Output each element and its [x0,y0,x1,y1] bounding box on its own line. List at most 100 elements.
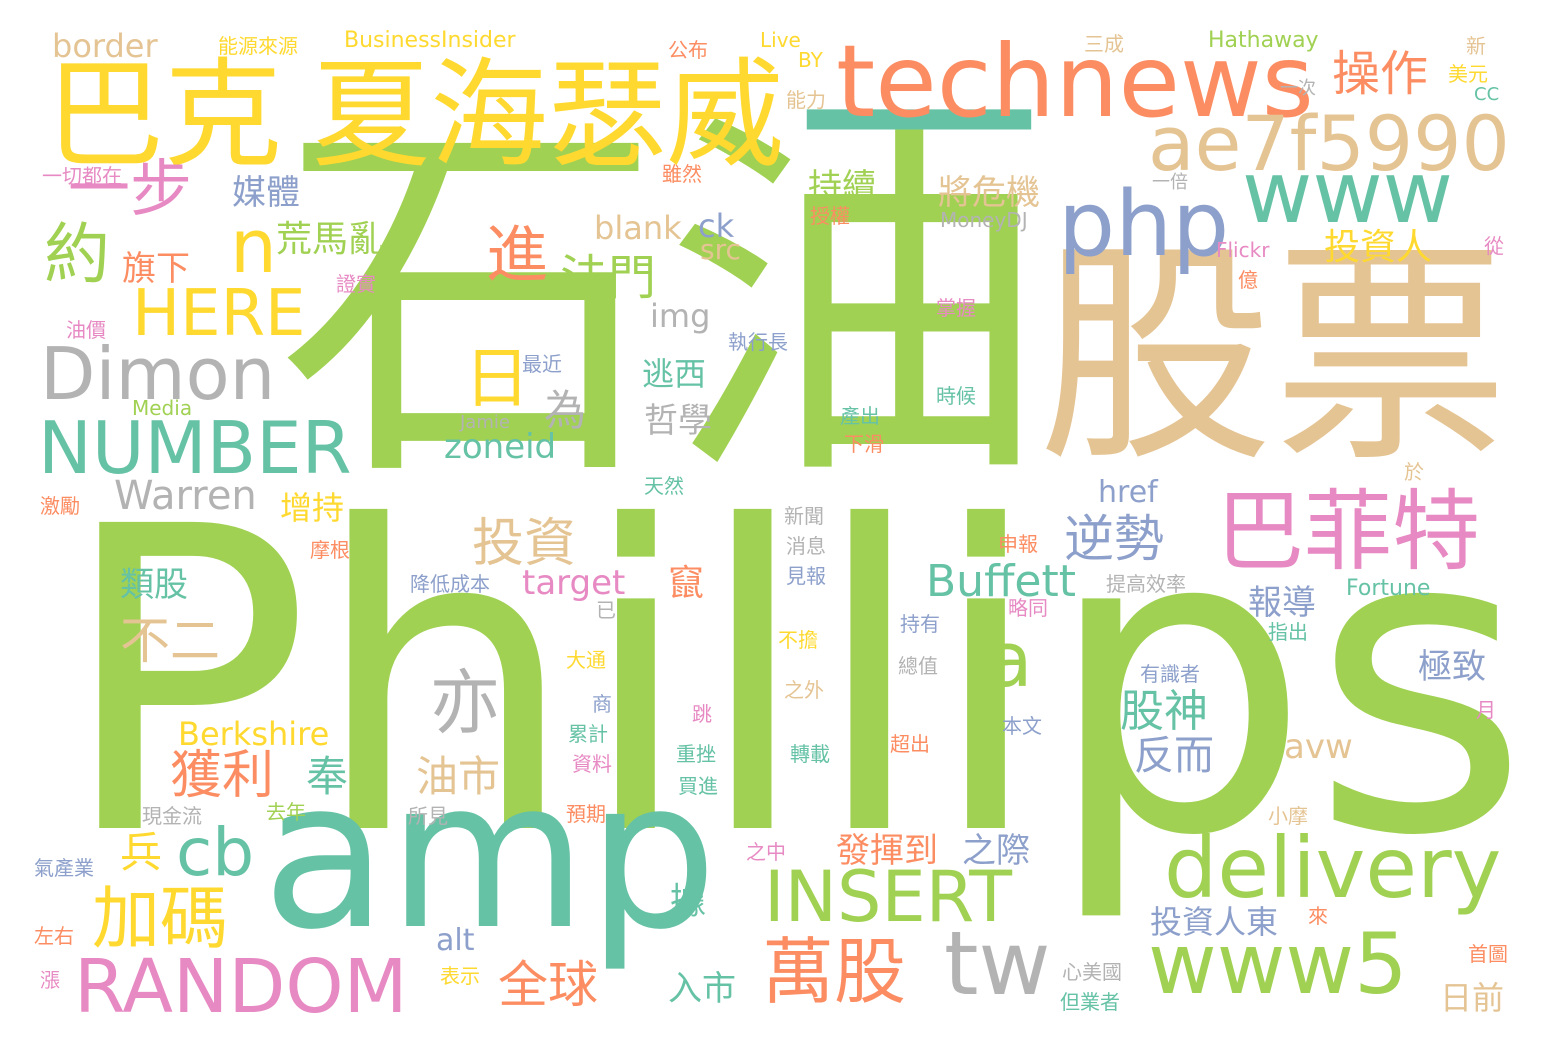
word-tianran: 天然 [644,474,684,498]
word-zengchi: 增持 [280,489,345,527]
word-bing: 兵 [120,828,163,877]
word-berkshire: Berkshire [178,715,330,753]
word-yi-also: 亦 [430,662,500,744]
word-yue: 約 [44,216,110,293]
word-jizhi: 極致 [1418,647,1486,687]
word-bake: 巴克 [46,46,283,184]
word-yiqieduzai: 一切都在 [42,164,122,188]
word-zhangwo: 掌握 [936,296,976,320]
word-shouquan: 授權 [810,204,850,228]
word-zuijin: 最近 [522,352,562,376]
word-nishi: 逆勢 [1064,510,1164,568]
word-suojian: 所見 [408,804,448,828]
word-yi-already: 已 [596,598,616,622]
word-xiaomo: 小摩 [1268,804,1308,828]
word-danyezhe: 但業者 [1060,990,1120,1014]
word-chaochu: 超出 [890,732,930,756]
word-yue-month: 月 [1476,698,1496,722]
word-zhang: 漲 [40,968,60,992]
word-meiti: 媒體 [232,173,300,213]
word-hathaway: Hathaway [1208,28,1319,53]
word-biaoshi: 表示 [440,964,480,988]
word-zhexue: 哲學 [644,401,712,441]
word-riqian: 日前 [1440,979,1505,1017]
word-yibei: 一倍 [1152,172,1188,193]
word-media: Media [132,396,193,420]
word-ae7f5990: ae7f5990 [1148,99,1510,188]
word-www5: www5 [1148,915,1408,1013]
word-fortune: Fortune [1346,576,1431,601]
word-baodao: 報導 [1248,583,1316,623]
word-gushen: 股神 [1120,686,1208,737]
word-jianbao: 見報 [786,564,826,588]
word-nengyuanlaiyuan: 能源來源 [218,34,298,58]
word-number: NUMBER [38,406,352,490]
word-zhixingzhang: 執行長 [728,330,788,354]
word-yuqi: 預期 [566,802,606,826]
word-fahuidao: 發揮到 [836,831,938,871]
word-insert: INSERT [764,856,1012,938]
word-zhichu: 指出 [1268,620,1308,644]
word-leigu: 類股 [120,565,188,605]
word-yu: 於 [1404,460,1424,484]
word-img: img [650,297,711,335]
word-border: border [52,27,158,65]
word-sancheng: 三成 [1084,32,1124,56]
word-warren: Warren [114,473,257,519]
word-yi: 一 [796,0,1041,273]
word-qichanye: 氣產業 [34,856,94,880]
word-ziliao: 資料 [572,752,612,776]
word-lai: 來 [1308,904,1328,928]
word-rushi: 入市 [668,969,736,1009]
word-chanchu: 產出 [840,404,880,428]
word-tigaoxiaolv: 提高效率 [1106,572,1186,596]
word-xin: 新 [1466,34,1486,58]
word-xianjinliu: 現金流 [142,804,202,828]
word-jiama: 加碼 [92,880,229,959]
word-tw: tw [944,912,1051,1015]
word-touzi: 投資 [472,514,577,574]
word-xiahua: 下滑 [844,432,884,456]
word-jili: 激勵 [40,494,80,518]
word-xiahaisewei: 夏海瑟威 [312,46,785,184]
word-yi-hundred-million: 億 [1238,268,1258,292]
word-jiangdichengben: 降低成本 [410,572,490,596]
word-shoutu: 首圖 [1468,942,1508,966]
word-caozuo: 操作 [1332,46,1429,102]
word-php: php [1058,172,1230,277]
word-nengli: 能力 [786,88,826,112]
word-touziren: 投資人 [1324,227,1433,268]
word-zongzhi: 總值 [898,654,938,678]
word-wei: 為 [544,386,587,435]
word-cuan: 竄 [668,563,705,604]
word-shang: 商 [592,692,612,716]
word-cb: cb [176,814,255,891]
word-www: www [1242,143,1454,243]
word-cong: 從 [1484,234,1504,258]
word-suiran: 雖然 [662,162,702,186]
word-shihou: 時候 [936,384,976,408]
word-meiyuan: 美元 [1448,62,1488,86]
word-maijin: 買進 [678,774,718,798]
word-youshi: 油市 [416,752,501,801]
word-delivery: delivery [1164,819,1502,917]
word-buer: 不二 [120,612,220,670]
word-dimon: Dimon [40,332,276,416]
word-taoxi: 逃西 [642,355,707,393]
word-feng: 奉 [306,752,349,801]
word-xinmeiguo: 心美國 [1062,960,1122,984]
word-yici: 一次 [1280,78,1316,99]
word-amp: amp [262,737,718,975]
word-ri: 日 [464,340,530,417]
word-businessinsider: BusinessInsider [344,28,516,53]
word-chixu: 持續 [808,167,876,207]
word-xinwen: 新聞 [784,504,824,528]
word-gupiao: 股票 [1038,221,1508,494]
word-huangmaluan: 荒馬亂 [276,219,385,260]
word-shenbao: 申報 [998,532,1038,556]
word-cc: CC [1474,84,1500,105]
word-shiyou: 石油 [278,80,1048,528]
word-zhengshi: 證實 [336,272,376,296]
word-by: BY [798,48,823,72]
